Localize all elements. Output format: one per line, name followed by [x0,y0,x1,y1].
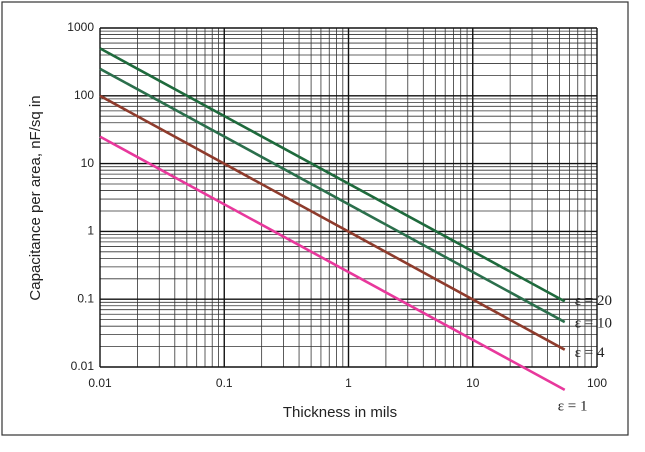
series-label: ε = 10 [575,316,612,332]
series-line [99,47,566,303]
y-tick-label: 100 [74,88,94,102]
series-line [99,67,566,324]
series-label: ε = 1 [558,398,588,414]
series-line [99,94,566,351]
x-tick-label: 100 [587,376,607,390]
y-tick-label: 10 [81,156,95,170]
x-tick-label: 1 [345,376,352,390]
y-tick-label: 1 [87,224,94,238]
x-tick-label: 10 [466,376,480,390]
series-line [99,135,566,392]
series-label: ε = 20 [575,293,612,309]
series-label: ε = 4 [575,345,605,361]
x-axis-title: Thickness in mils [283,404,397,421]
frame [1,1,629,436]
y-axis-title: Capacitance per area, nF/sq in [27,95,44,300]
y-tick-label: 0.01 [71,359,95,373]
x-tick-label: 0.01 [88,376,112,390]
x-tick-label: 0.1 [216,376,233,390]
y-tick-label: 0.1 [77,291,94,305]
y-tick-label: 1000 [67,20,94,34]
